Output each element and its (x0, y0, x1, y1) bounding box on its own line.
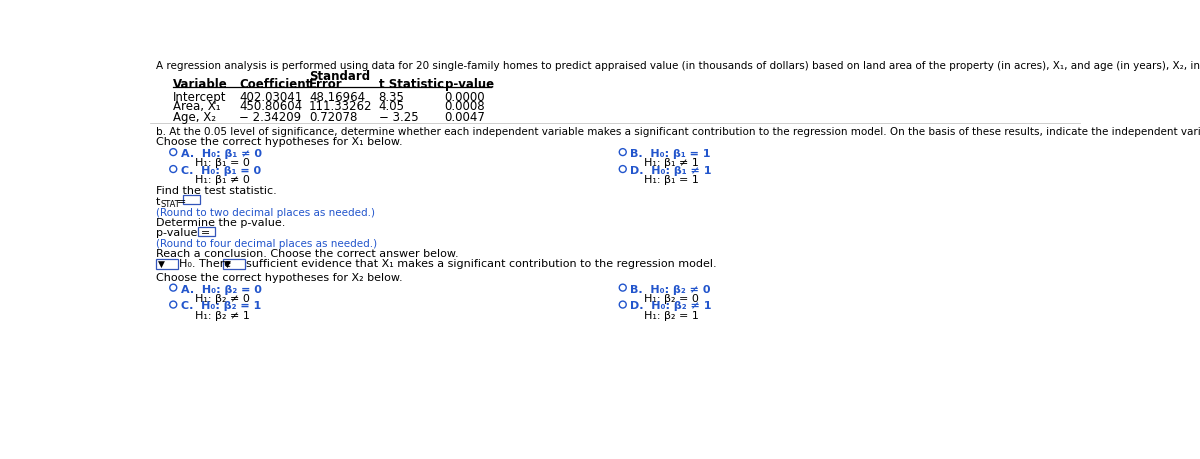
Text: H₁: β₁ ≠ 1: H₁: β₁ ≠ 1 (644, 158, 700, 168)
Text: 111.33262: 111.33262 (308, 100, 372, 113)
Text: 0.72078: 0.72078 (308, 111, 358, 123)
Text: Choose the correct hypotheses for X₂ below.: Choose the correct hypotheses for X₂ bel… (156, 273, 403, 283)
Text: 0.0047: 0.0047 (444, 111, 485, 123)
Text: Determine the p-value.: Determine the p-value. (156, 218, 286, 228)
Text: D.  H₀: β₁ ≠ 1: D. H₀: β₁ ≠ 1 (630, 166, 712, 176)
Text: A.  H₀: β₂ = 0: A. H₀: β₂ = 0 (181, 285, 262, 295)
Text: b. At the 0.05 level of significance, determine whether each independent variabl: b. At the 0.05 level of significance, de… (156, 127, 1200, 137)
Text: (Round to four decimal places as needed.): (Round to four decimal places as needed.… (156, 239, 377, 249)
Text: D.  H₀: β₂ ≠ 1: D. H₀: β₂ ≠ 1 (630, 302, 712, 312)
Text: A.  H₀: β₁ ≠ 0: A. H₀: β₁ ≠ 0 (181, 149, 262, 159)
Text: Error: Error (308, 78, 342, 91)
Text: 0.0000: 0.0000 (444, 91, 485, 104)
Text: A regression analysis is performed using data for 20 single-family homes to pred: A regression analysis is performed using… (156, 61, 1200, 71)
Text: 450.80604: 450.80604 (239, 100, 302, 113)
Text: H₁: β₂ = 1: H₁: β₂ = 1 (644, 311, 700, 321)
Text: Area, X₁: Area, X₁ (173, 100, 221, 113)
Text: =: = (178, 197, 186, 207)
Text: 0.0008: 0.0008 (444, 100, 485, 113)
Text: Standard: Standard (308, 71, 370, 84)
Text: Age, X₂: Age, X₂ (173, 111, 216, 123)
Bar (223, 259, 245, 269)
Bar (156, 259, 178, 269)
Text: p-value =: p-value = (156, 228, 210, 238)
Text: C.  H₀: β₁ = 0: C. H₀: β₁ = 0 (181, 166, 262, 176)
Text: t: t (156, 197, 161, 207)
Text: ▼: ▼ (157, 260, 164, 269)
Text: sufficient evidence that X₁ makes a significant contribution to the regression m: sufficient evidence that X₁ makes a sign… (246, 259, 716, 269)
Text: H₀. There: H₀. There (180, 259, 232, 269)
Text: H₁: β₂ ≠ 0: H₁: β₂ ≠ 0 (194, 294, 250, 304)
Text: Reach a conclusion. Choose the correct answer below.: Reach a conclusion. Choose the correct a… (156, 249, 458, 259)
Text: t Statistic: t Statistic (379, 78, 444, 91)
Text: H₁: β₁ ≠ 0: H₁: β₁ ≠ 0 (194, 175, 250, 185)
Text: B.  H₀: β₂ ≠ 0: B. H₀: β₂ ≠ 0 (630, 285, 710, 295)
Text: H₁: β₁ = 0: H₁: β₁ = 0 (194, 158, 250, 168)
Text: − 3.25: − 3.25 (379, 111, 419, 123)
Text: Coefficient: Coefficient (239, 78, 311, 91)
Text: Intercept: Intercept (173, 91, 227, 104)
Text: − 2.34209: − 2.34209 (239, 111, 301, 123)
Text: Find the test statistic.: Find the test statistic. (156, 186, 277, 196)
Text: C.  H₀: β₂ = 1: C. H₀: β₂ = 1 (181, 302, 262, 312)
Text: (Round to two decimal places as needed.): (Round to two decimal places as needed.) (156, 207, 376, 218)
Text: 8.35: 8.35 (379, 91, 404, 104)
Text: H₁: β₂ = 0: H₁: β₂ = 0 (644, 294, 700, 304)
Text: B.  H₀: β₁ = 1: B. H₀: β₁ = 1 (630, 149, 710, 159)
Text: p-value: p-value (444, 78, 493, 91)
Text: H₁: β₂ ≠ 1: H₁: β₂ ≠ 1 (194, 311, 250, 321)
Text: Choose the correct hypotheses for X₁ below.: Choose the correct hypotheses for X₁ bel… (156, 137, 403, 147)
Text: STAT: STAT (161, 200, 180, 209)
Text: 402.03041: 402.03041 (239, 91, 302, 104)
Bar (198, 227, 215, 236)
Text: 48.16964: 48.16964 (308, 91, 365, 104)
Bar (182, 195, 199, 204)
Text: 4.05: 4.05 (379, 100, 404, 113)
Text: H₁: β₁ = 1: H₁: β₁ = 1 (644, 175, 700, 185)
Text: ▼: ▼ (224, 260, 232, 269)
Text: Variable: Variable (173, 78, 228, 91)
